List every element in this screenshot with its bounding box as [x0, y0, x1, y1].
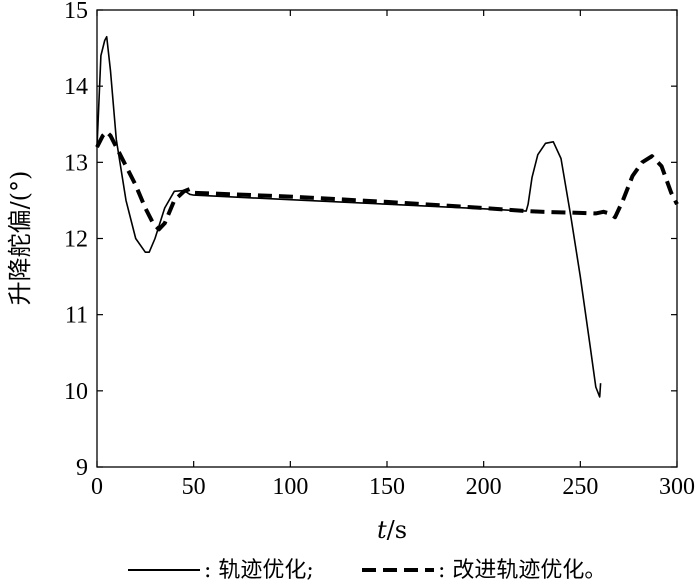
- legend-label-series-1: : 轨迹优化;: [204, 558, 314, 583]
- x-tick-label: 250: [562, 474, 598, 500]
- y-tick-label: 12: [64, 227, 88, 253]
- series-line-dashed: [95, 129, 679, 232]
- x-tick-label: 150: [369, 474, 405, 500]
- x-tick-label: 50: [182, 474, 206, 500]
- plot-frame: [96, 9, 678, 468]
- x-tick-label: 300: [659, 474, 695, 500]
- y-tick-label: 14: [64, 74, 88, 100]
- x-tick-label: 200: [466, 474, 502, 500]
- x-axis-label: t/s: [377, 516, 407, 544]
- series-line-solid: [96, 35, 602, 398]
- y-tick-label: 13: [64, 150, 88, 176]
- y-tick-label: 9: [76, 455, 88, 481]
- y-tick-label: 10: [64, 379, 88, 405]
- y-tick-label: 11: [65, 303, 88, 329]
- legend: : 轨迹优化; : 改进轨迹优化。: [128, 558, 606, 583]
- x-axis-unit: /s: [387, 516, 407, 544]
- x-tick-label: 100: [272, 474, 308, 500]
- x-axis-variable: t: [377, 516, 387, 544]
- y-axis-label: 升降舵偏/(°): [6, 171, 34, 306]
- y-tick-label: 15: [64, 0, 88, 24]
- x-tick-label: 0: [91, 474, 103, 500]
- legend-label-series-2: : 改进轨迹优化。: [438, 558, 606, 583]
